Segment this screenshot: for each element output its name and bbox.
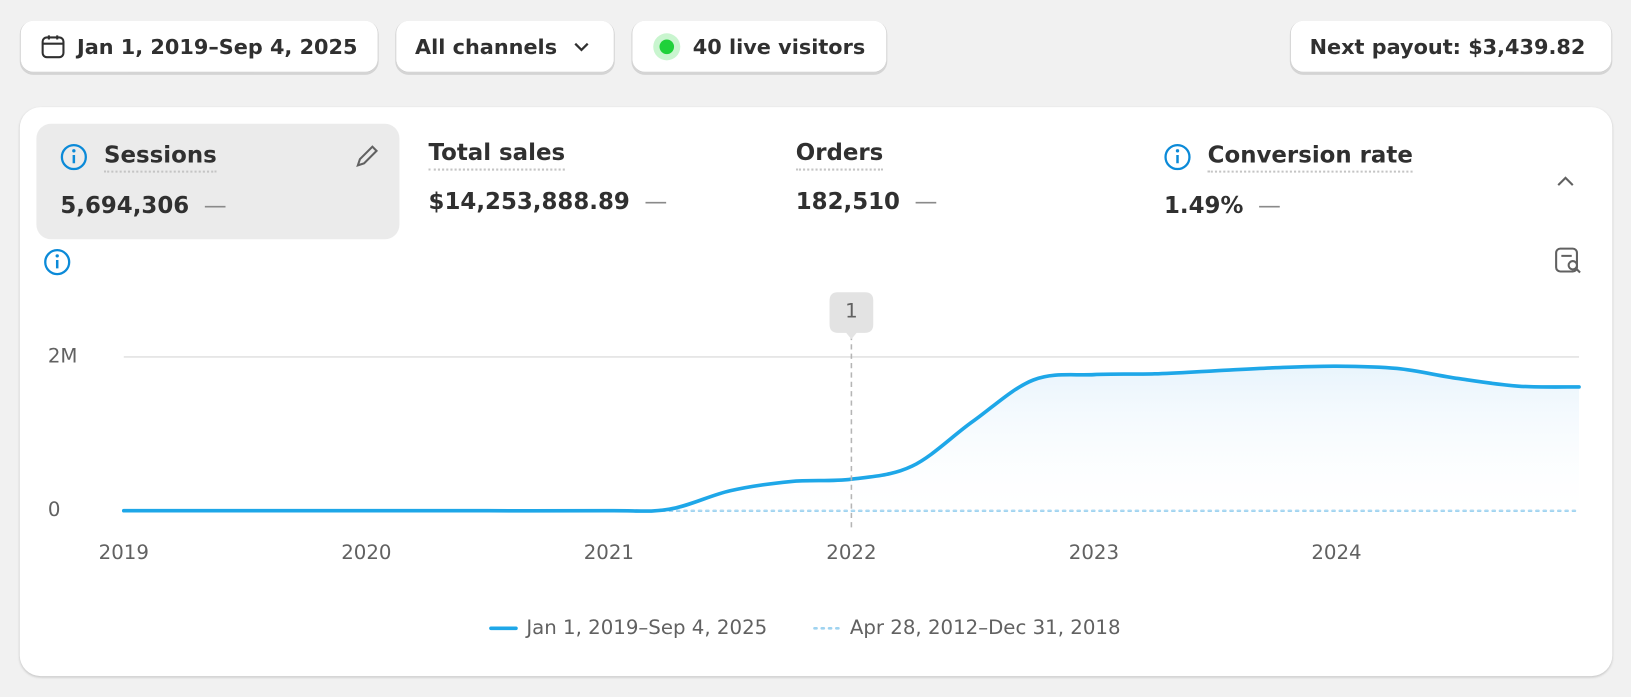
metric-sessions[interactable]: Sessions (104, 142, 217, 173)
live-visitors[interactable]: 40 live visitors (632, 20, 887, 73)
calendar-icon (41, 35, 65, 59)
metric-value-row: 1.49% — (1164, 193, 1281, 219)
edit-icon[interactable] (353, 141, 382, 170)
metric-change: — (914, 189, 938, 216)
chevron-down (573, 42, 589, 52)
explore-icon[interactable] (1553, 245, 1584, 276)
metric-conversion[interactable]: Conversion rate (1207, 142, 1413, 173)
metric-value: 182,510 (795, 189, 900, 216)
metric-value: $14,253,888.89 (428, 189, 630, 216)
metric-title: Orders (795, 140, 884, 171)
metric-value: 1.49% (1163, 193, 1244, 220)
date-range: Jan 1, 2019–Sep 4, 2025 (76, 34, 358, 60)
metric-value-row: $14,253,888.89 — (429, 189, 668, 215)
chart-card: Sessions 5,694,306 — Total sales $14,253,… (19, 107, 1613, 677)
metric-change: — (203, 193, 227, 220)
payout[interactable]: Next payout: $3,439.82 (1290, 20, 1612, 73)
metric-title: Conversion rate (1207, 142, 1413, 173)
metric-title: Total sales (428, 140, 566, 171)
metric-change: — (644, 189, 668, 216)
metric-orders[interactable]: Orders (795, 140, 884, 171)
selected-metric-bg (36, 123, 400, 240)
info-icon[interactable] (1163, 143, 1192, 172)
collapse-icon[interactable] (1553, 170, 1578, 195)
date-picker[interactable]: Jan 1, 2019–Sep 4, 2025 (20, 20, 378, 73)
metric-sales[interactable]: Total sales (428, 140, 566, 171)
info-icon[interactable] (59, 143, 88, 172)
payout-text: Next payout: $3,439.82 (1309, 34, 1586, 60)
metric-value-row: 5,694,306 — (60, 193, 226, 219)
metric-change: — (1257, 193, 1281, 220)
channel-select[interactable]: All channels (396, 20, 614, 73)
metric-value-row: 182,510 — (796, 189, 938, 215)
live-visitors-text: 40 live visitors (692, 34, 866, 60)
metric-value: 5,694,306 (60, 193, 190, 220)
live-dot (653, 33, 681, 61)
metric-title: Sessions (104, 142, 217, 173)
chart-info-icon[interactable] (43, 248, 72, 277)
channels: All channels (415, 34, 558, 60)
